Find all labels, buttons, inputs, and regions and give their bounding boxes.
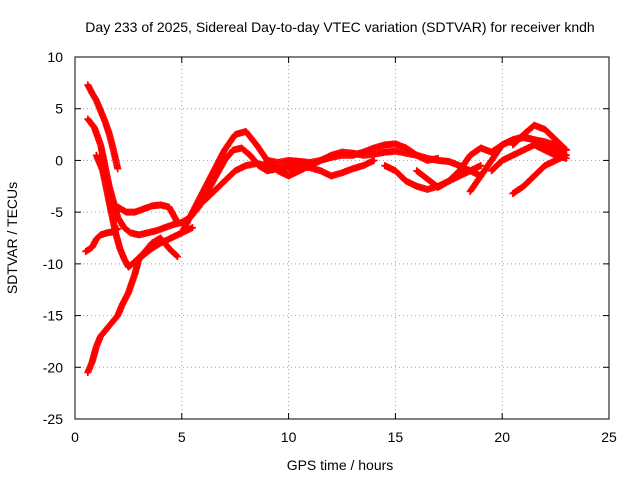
y-axis-label: SDTVAR / TECUs <box>4 182 20 294</box>
grid-lines <box>75 57 609 419</box>
series-track-15 <box>509 121 570 154</box>
series-track-1 <box>84 115 314 239</box>
data-points <box>82 81 570 376</box>
data-point-track-10-72 <box>477 162 485 170</box>
series-track-9 <box>263 147 485 180</box>
x-axis-label: GPS time / hours <box>287 457 394 473</box>
y-tick-label: 5 <box>55 101 63 117</box>
data-point-track-2-58 <box>114 165 122 173</box>
x-tick-label: 5 <box>178 429 186 445</box>
chart-title: Day 233 of 2025, Sidereal Day-to-day VTE… <box>85 19 594 35</box>
y-tick-label: -10 <box>43 256 63 272</box>
data-point-track-4-124 <box>174 253 182 261</box>
data-point-track-15-47 <box>562 146 570 154</box>
data-point-track-5-128 <box>188 224 196 232</box>
plot-frame <box>74 56 610 420</box>
x-tick-label: 20 <box>494 429 510 445</box>
data-point-track-6-49 <box>174 218 182 226</box>
series-track-6 <box>114 201 182 226</box>
axis-tick-labels: 0 5 10 15 20 25 -25 -20 -15 -10 -5 0 5 10 <box>43 49 617 445</box>
y-tick-label: 0 <box>55 152 63 168</box>
data-point-track-15-46 <box>561 145 569 153</box>
series-track-14 <box>509 151 570 198</box>
data-point-track-4-123 <box>172 252 180 260</box>
data-point-track-8-125 <box>370 156 378 164</box>
y-tick-label: -15 <box>43 308 63 324</box>
axis-ticks <box>74 56 610 420</box>
series-track-2 <box>84 81 122 173</box>
series-track-5 <box>84 224 196 376</box>
x-tick-label: 0 <box>71 429 79 445</box>
x-tick-label: 10 <box>281 429 297 445</box>
y-tick-label: -5 <box>51 204 64 220</box>
y-tick-label: -20 <box>43 359 63 375</box>
y-tick-label: 10 <box>47 49 63 65</box>
x-tick-label: 15 <box>388 429 404 445</box>
series-track-7 <box>178 127 442 237</box>
x-tick-label: 25 <box>601 429 617 445</box>
y-tick-label: -25 <box>43 411 63 427</box>
